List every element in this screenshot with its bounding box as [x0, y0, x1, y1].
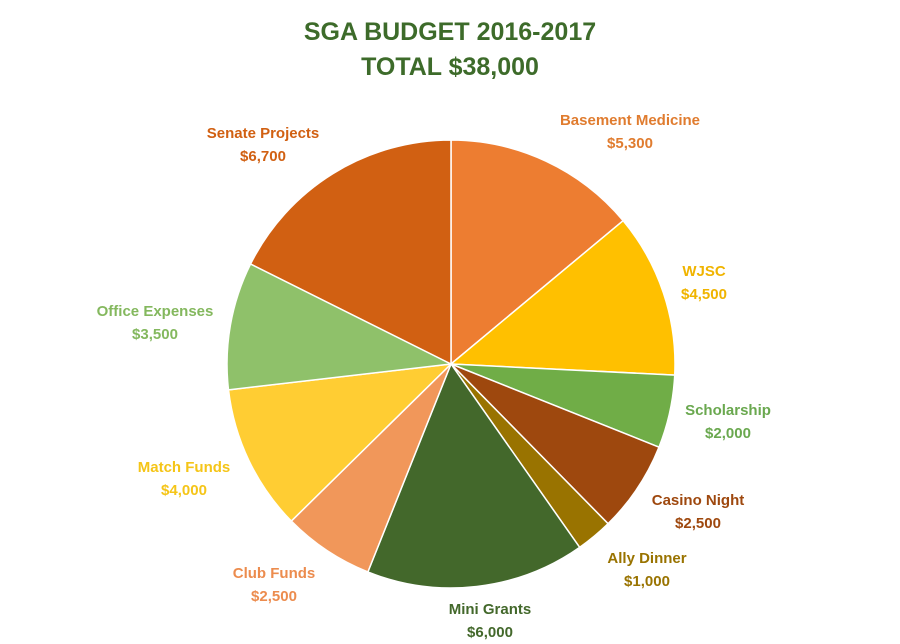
slice-value-match-funds: $4,000	[161, 482, 207, 499]
slice-value-basement-medicine: $5,300	[607, 135, 653, 152]
slice-label-casino-night: Casino Night	[652, 492, 745, 509]
pie-slice-office-expenses	[226, 262, 454, 391]
chart-subtitle: TOTAL $38,000	[361, 53, 539, 81]
slice-label-match-funds: Match Funds	[138, 459, 231, 476]
chart-title: SGA BUDGET 2016-2017	[303, 18, 597, 46]
pie-slice-basement-medicine	[450, 139, 625, 366]
slice-value-wjsc: $4,500	[681, 286, 727, 303]
slice-value-casino-night: $2,500	[675, 515, 721, 532]
pie-slice-match-funds	[227, 363, 454, 523]
slice-value-mini-grants: $6,000	[467, 624, 513, 641]
slice-label-office-expenses: Office Expenses	[97, 303, 214, 320]
slice-value-club-funds: $2,500	[251, 588, 297, 605]
slice-label-basement-medicine: Basement Medicine	[560, 112, 700, 129]
slice-value-senate-projects: $6,700	[240, 148, 286, 165]
slice-label-club-funds: Club Funds	[233, 565, 316, 582]
pie-slice-mini-grants	[366, 362, 581, 589]
pie-slice-wjsc	[449, 219, 676, 376]
slice-value-scholarship: $2,000	[705, 425, 751, 442]
slice-value-ally-dinner: $1,000	[624, 573, 670, 590]
slice-label-scholarship: Scholarship	[685, 402, 771, 419]
pie-slice-senate-projects	[249, 139, 452, 366]
slice-value-office-expenses: $3,500	[132, 326, 178, 343]
slice-label-ally-dinner: Ally Dinner	[607, 550, 686, 567]
slice-label-mini-grants: Mini Grants	[449, 601, 532, 618]
slice-label-wjsc: WJSC	[682, 263, 726, 280]
slice-label-senate-projects: Senate Projects	[207, 125, 320, 142]
